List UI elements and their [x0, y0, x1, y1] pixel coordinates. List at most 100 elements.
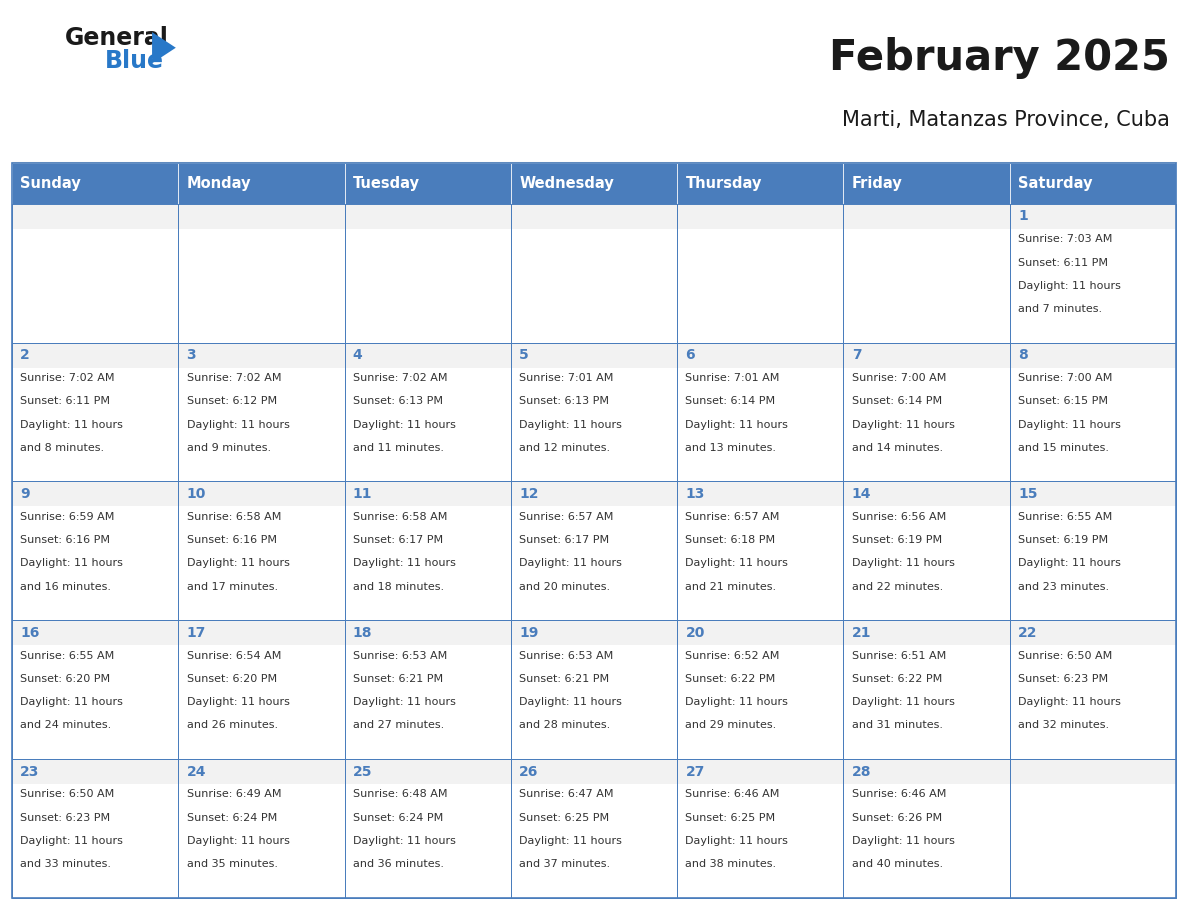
- Text: Marti, Matanzas Province, Cuba: Marti, Matanzas Province, Cuba: [842, 110, 1170, 130]
- Bar: [511, 645, 677, 759]
- Text: Sunrise: 6:48 AM: Sunrise: 6:48 AM: [353, 789, 448, 800]
- Bar: [12, 204, 178, 229]
- Bar: [511, 163, 677, 204]
- Bar: [178, 759, 345, 784]
- Text: Sunset: 6:16 PM: Sunset: 6:16 PM: [20, 535, 110, 545]
- Bar: [345, 621, 511, 759]
- Text: Sunrise: 6:55 AM: Sunrise: 6:55 AM: [20, 651, 114, 661]
- Polygon shape: [152, 32, 176, 63]
- Text: Sunset: 6:19 PM: Sunset: 6:19 PM: [1018, 535, 1108, 545]
- Text: Daylight: 11 hours: Daylight: 11 hours: [685, 420, 789, 430]
- Text: and 32 minutes.: and 32 minutes.: [1018, 721, 1110, 731]
- Bar: [178, 759, 345, 898]
- Text: Sunrise: 6:50 AM: Sunrise: 6:50 AM: [20, 789, 114, 800]
- Bar: [345, 784, 511, 898]
- Text: Daylight: 11 hours: Daylight: 11 hours: [353, 558, 456, 568]
- Text: 21: 21: [852, 626, 871, 640]
- Text: Sunrise: 6:53 AM: Sunrise: 6:53 AM: [519, 651, 613, 661]
- Text: 20: 20: [685, 626, 704, 640]
- Text: February 2025: February 2025: [829, 37, 1170, 79]
- Bar: [345, 645, 511, 759]
- Text: Monday: Monday: [187, 176, 251, 191]
- Bar: [12, 342, 178, 481]
- Text: Daylight: 11 hours: Daylight: 11 hours: [20, 420, 124, 430]
- Bar: [843, 621, 1010, 645]
- Text: and 33 minutes.: and 33 minutes.: [20, 859, 112, 869]
- Bar: [511, 759, 677, 898]
- Bar: [511, 229, 677, 342]
- Bar: [843, 784, 1010, 898]
- Text: Daylight: 11 hours: Daylight: 11 hours: [852, 558, 955, 568]
- Text: Daylight: 11 hours: Daylight: 11 hours: [187, 558, 290, 568]
- Bar: [1010, 204, 1176, 342]
- Text: Tuesday: Tuesday: [353, 176, 419, 191]
- Text: 5: 5: [519, 348, 529, 362]
- Text: Blue: Blue: [105, 50, 164, 73]
- Bar: [1010, 759, 1176, 898]
- Text: 11: 11: [353, 487, 372, 501]
- Text: Sunset: 6:14 PM: Sunset: 6:14 PM: [685, 397, 776, 407]
- Bar: [677, 367, 843, 481]
- Text: Saturday: Saturday: [1018, 176, 1093, 191]
- Text: 3: 3: [187, 348, 196, 362]
- Bar: [12, 759, 178, 784]
- Text: and 37 minutes.: and 37 minutes.: [519, 859, 611, 869]
- Text: 7: 7: [852, 348, 861, 362]
- Text: Daylight: 11 hours: Daylight: 11 hours: [187, 420, 290, 430]
- Text: 22: 22: [1018, 626, 1037, 640]
- Text: Sunrise: 7:01 AM: Sunrise: 7:01 AM: [519, 373, 613, 383]
- Bar: [345, 759, 511, 784]
- Bar: [843, 204, 1010, 229]
- Text: Sunrise: 6:56 AM: Sunrise: 6:56 AM: [852, 512, 946, 522]
- Bar: [345, 163, 511, 204]
- Bar: [178, 342, 345, 367]
- Text: Daylight: 11 hours: Daylight: 11 hours: [353, 697, 456, 707]
- Bar: [843, 759, 1010, 898]
- Text: Sunset: 6:14 PM: Sunset: 6:14 PM: [852, 397, 942, 407]
- Bar: [677, 759, 843, 784]
- Bar: [178, 367, 345, 481]
- Text: 13: 13: [685, 487, 704, 501]
- Text: Sunrise: 7:02 AM: Sunrise: 7:02 AM: [20, 373, 115, 383]
- Bar: [677, 204, 843, 342]
- Text: Daylight: 11 hours: Daylight: 11 hours: [1018, 420, 1121, 430]
- Bar: [1010, 204, 1176, 229]
- Bar: [843, 342, 1010, 367]
- Bar: [12, 621, 178, 645]
- Bar: [843, 621, 1010, 759]
- Text: and 28 minutes.: and 28 minutes.: [519, 721, 611, 731]
- Text: and 18 minutes.: and 18 minutes.: [353, 582, 444, 591]
- Text: Thursday: Thursday: [685, 176, 762, 191]
- Bar: [843, 645, 1010, 759]
- Text: Sunset: 6:26 PM: Sunset: 6:26 PM: [852, 812, 942, 823]
- Bar: [677, 784, 843, 898]
- Bar: [12, 759, 178, 898]
- Bar: [843, 367, 1010, 481]
- Bar: [12, 481, 178, 621]
- Bar: [178, 507, 345, 621]
- Bar: [1010, 645, 1176, 759]
- Bar: [511, 367, 677, 481]
- Bar: [511, 621, 677, 759]
- Text: 12: 12: [519, 487, 538, 501]
- Bar: [1010, 784, 1176, 898]
- Bar: [12, 342, 178, 367]
- Bar: [511, 481, 677, 507]
- Text: and 16 minutes.: and 16 minutes.: [20, 582, 112, 591]
- Bar: [677, 481, 843, 621]
- Bar: [178, 621, 345, 759]
- Bar: [178, 621, 345, 645]
- Text: Sunrise: 6:47 AM: Sunrise: 6:47 AM: [519, 789, 614, 800]
- Text: and 7 minutes.: and 7 minutes.: [1018, 304, 1102, 314]
- Text: Sunset: 6:19 PM: Sunset: 6:19 PM: [852, 535, 942, 545]
- Bar: [843, 759, 1010, 784]
- Text: Daylight: 11 hours: Daylight: 11 hours: [187, 697, 290, 707]
- Text: and 26 minutes.: and 26 minutes.: [187, 721, 278, 731]
- Bar: [345, 342, 511, 481]
- Bar: [1010, 367, 1176, 481]
- Text: Sunset: 6:21 PM: Sunset: 6:21 PM: [519, 674, 609, 684]
- Bar: [178, 645, 345, 759]
- Bar: [345, 367, 511, 481]
- Text: and 11 minutes.: and 11 minutes.: [353, 442, 444, 453]
- Bar: [1010, 507, 1176, 621]
